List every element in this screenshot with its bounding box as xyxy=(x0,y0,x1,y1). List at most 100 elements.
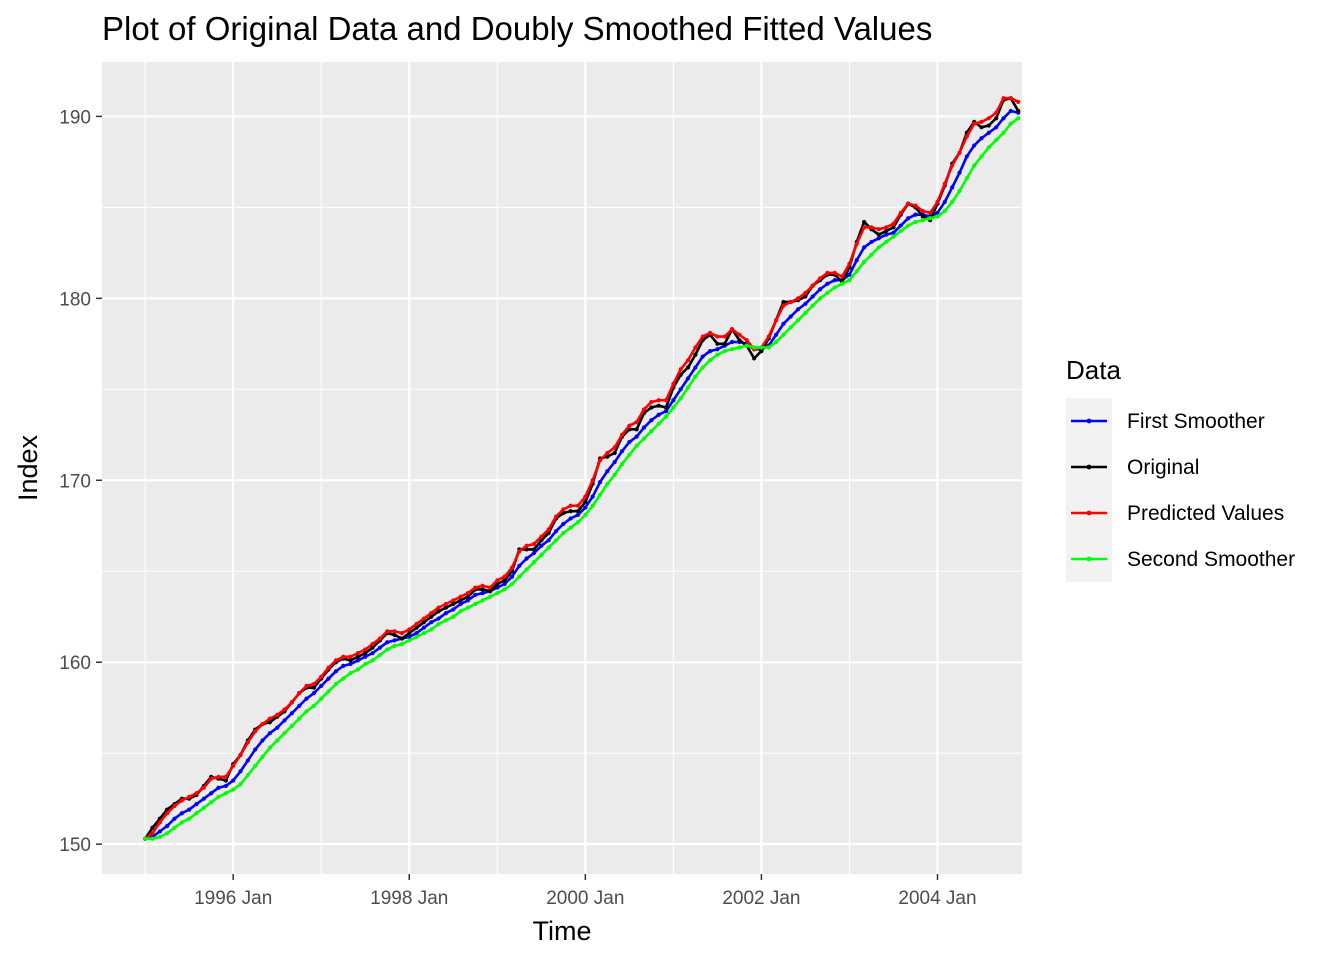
data-point-predicted-values xyxy=(942,181,947,186)
data-point-first-smoother xyxy=(671,398,676,403)
data-point-original xyxy=(392,632,397,638)
data-point-original xyxy=(803,294,808,299)
data-point-original xyxy=(531,547,537,552)
data-point-original xyxy=(568,509,573,514)
y-axis: 150 160 170 180 190 xyxy=(59,107,102,856)
data-point-first-smoother xyxy=(663,409,669,414)
data-point-predicted-values xyxy=(561,507,566,512)
data-point-second-smoother xyxy=(737,345,742,350)
data-point-second-smoother xyxy=(869,252,874,257)
data-point-first-smoother xyxy=(473,592,478,598)
data-point-original xyxy=(458,598,463,603)
data-point-second-smoother xyxy=(920,218,925,223)
data-point-second-smoother xyxy=(913,219,918,225)
data-point-predicted-values xyxy=(187,794,192,799)
data-point-second-smoother xyxy=(399,641,405,647)
data-point-original xyxy=(663,405,669,410)
legend-key-point-predicted-values xyxy=(1086,510,1092,516)
data-point-predicted-values xyxy=(458,594,463,599)
data-point-second-smoother xyxy=(656,421,661,426)
data-point-predicted-values xyxy=(840,274,845,279)
data-point-second-smoother xyxy=(796,318,801,323)
data-point-predicted-values xyxy=(906,201,911,206)
data-point-second-smoother xyxy=(421,631,427,636)
data-point-second-smoother xyxy=(627,452,632,457)
data-point-first-smoother xyxy=(194,802,199,807)
data-point-predicted-values xyxy=(1008,96,1013,101)
data-point-predicted-values xyxy=(311,681,317,687)
data-point-first-smoother xyxy=(678,387,683,392)
data-point-original xyxy=(693,352,698,357)
data-point-second-smoother xyxy=(531,560,537,565)
data-point-predicted-values xyxy=(531,541,537,547)
data-point-predicted-values xyxy=(201,785,206,790)
data-point-first-smoother xyxy=(986,130,991,135)
data-point-predicted-values xyxy=(355,651,361,656)
data-point-second-smoother xyxy=(685,385,691,390)
data-point-first-smoother xyxy=(876,236,881,241)
legend-label-second-smoother: Second Smoother xyxy=(1127,548,1295,571)
data-point-first-smoother xyxy=(781,321,786,326)
data-point-second-smoother xyxy=(502,587,507,592)
data-point-first-smoother xyxy=(201,796,206,801)
data-point-second-smoother xyxy=(253,763,258,769)
data-point-first-smoother xyxy=(179,811,184,816)
data-point-predicted-values xyxy=(260,721,265,727)
data-point-second-smoother xyxy=(487,594,493,599)
legend-label-first-smoother: First Smoother xyxy=(1127,410,1265,433)
data-point-predicted-values xyxy=(810,283,815,288)
data-point-second-smoother xyxy=(928,216,933,221)
data-point-first-smoother xyxy=(341,663,346,668)
data-point-first-smoother xyxy=(575,512,581,517)
data-point-first-smoother xyxy=(157,829,162,834)
data-point-second-smoother xyxy=(729,347,735,352)
data-point-first-smoother xyxy=(862,245,867,250)
data-point-second-smoother xyxy=(194,811,199,816)
data-point-first-smoother xyxy=(832,278,837,283)
data-point-first-smoother xyxy=(641,425,647,430)
data-point-predicted-values xyxy=(891,221,896,226)
data-point-predicted-values xyxy=(253,729,258,734)
data-point-predicted-values xyxy=(524,543,529,548)
data-point-second-smoother xyxy=(898,228,903,234)
data-point-predicted-values xyxy=(774,318,779,323)
data-point-predicted-values xyxy=(223,774,228,779)
data-point-second-smoother xyxy=(260,754,265,759)
data-point-second-smoother xyxy=(546,545,551,550)
data-point-second-smoother xyxy=(238,782,243,787)
data-point-predicted-values xyxy=(385,629,390,634)
data-point-second-smoother xyxy=(363,661,368,667)
data-point-original xyxy=(443,605,449,610)
data-point-second-smoother xyxy=(304,709,309,714)
data-point-second-smoother xyxy=(634,443,639,448)
data-point-first-smoother xyxy=(891,230,896,235)
data-point-second-smoother xyxy=(517,574,522,579)
data-point-predicted-values xyxy=(729,327,735,332)
data-point-first-smoother xyxy=(972,143,977,148)
data-point-first-smoother xyxy=(392,638,397,643)
data-point-second-smoother xyxy=(429,627,434,632)
data-point-original xyxy=(634,427,639,432)
data-point-second-smoother xyxy=(671,405,676,410)
data-point-second-smoother xyxy=(700,365,705,370)
data-point-first-smoother xyxy=(884,232,889,237)
data-point-original xyxy=(884,228,889,234)
data-point-predicted-values xyxy=(693,345,698,350)
data-point-second-smoother xyxy=(495,590,500,596)
legend-key-point-first-smoother xyxy=(1086,418,1092,424)
data-point-second-smoother xyxy=(957,188,962,194)
data-point-second-smoother xyxy=(524,567,529,572)
data-point-predicted-values xyxy=(678,367,683,372)
data-point-first-smoother xyxy=(979,136,984,141)
data-point-second-smoother xyxy=(575,520,581,525)
y-tick-label: 150 xyxy=(59,835,91,856)
data-point-predicted-values xyxy=(539,534,544,539)
data-point-first-smoother xyxy=(957,170,962,175)
data-point-first-smoother xyxy=(509,574,515,579)
data-point-predicted-values xyxy=(979,119,984,124)
data-point-second-smoother xyxy=(972,163,977,168)
data-point-second-smoother xyxy=(583,512,588,517)
data-point-original xyxy=(656,403,661,408)
data-point-first-smoother xyxy=(451,607,456,612)
series-predicted-values xyxy=(143,96,1021,841)
